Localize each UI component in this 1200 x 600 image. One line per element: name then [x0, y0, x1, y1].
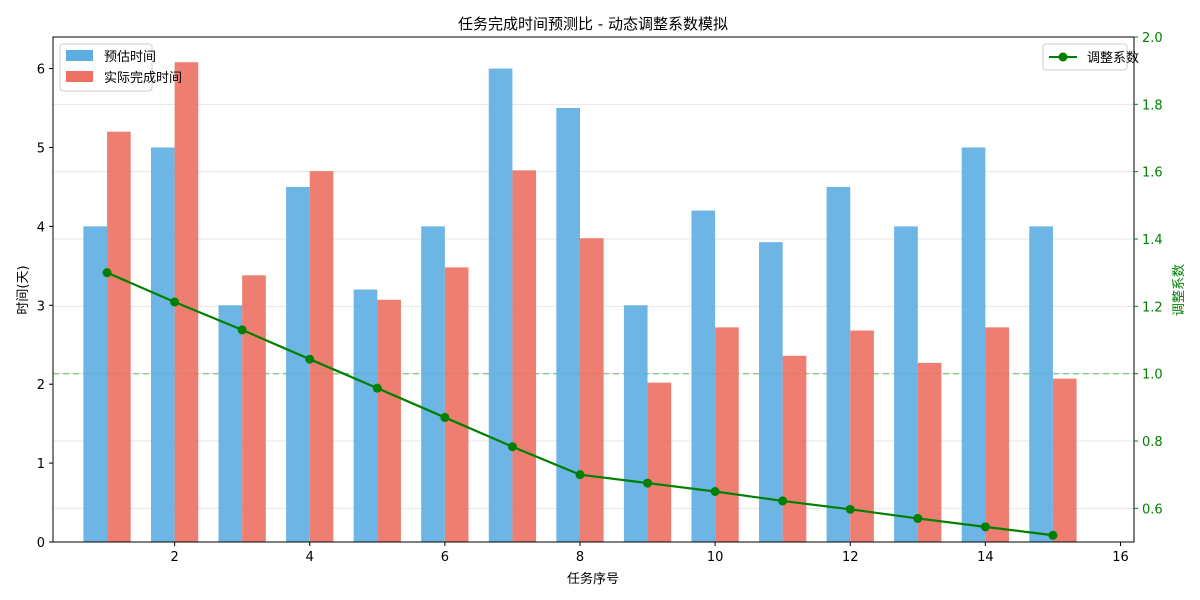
x-tick-label-2: 2 — [170, 550, 178, 565]
bar-actual-6 — [444, 267, 469, 542]
y-axis-label-left: 时间(天) — [16, 265, 31, 314]
bar-estimated-8 — [556, 108, 580, 542]
plot-frame — [52, 36, 1135, 543]
y-tick-label-right-1.6: 1.6 — [1142, 166, 1163, 181]
bar-actual-13 — [917, 362, 942, 542]
line-layer — [102, 268, 1058, 540]
chart-title: 任务完成时间预测比 - 动态调整系数模拟 — [458, 15, 728, 33]
coefficient-point-8 — [575, 470, 585, 480]
bar-estimated-10 — [691, 210, 716, 542]
coefficient-point-7 — [507, 442, 517, 452]
bar-actual-15 — [1052, 378, 1077, 542]
y-tick-label-right-1.8: 1.8 — [1142, 98, 1163, 113]
y-tick-label-right-1.0: 1.0 — [1142, 368, 1163, 383]
bar-actual-11 — [782, 355, 807, 542]
coefficient-point-4 — [305, 354, 315, 364]
legend-right: 调整系数 — [1042, 43, 1139, 71]
y-tick-label-left-6: 6 — [37, 63, 45, 78]
y-tick-label-left-4: 4 — [37, 220, 45, 235]
coefficient-point-9 — [643, 478, 653, 488]
x-tick-label-16: 16 — [1112, 550, 1129, 565]
legend-label-actual: 实际完成时间 — [104, 71, 182, 86]
legend-right-frame — [1042, 43, 1128, 71]
coefficient-point-13 — [913, 513, 923, 523]
x-tick-label-10: 10 — [707, 550, 724, 565]
bar-actual-3 — [242, 275, 266, 542]
x-tick-label-12: 12 — [842, 550, 859, 565]
y-axis-label-right: 调整系数 — [1172, 264, 1187, 316]
legend-label-coefficient: 调整系数 — [1087, 51, 1139, 66]
bar-estimated-12 — [826, 186, 851, 542]
y-tick-label-right-0.6: 0.6 — [1142, 502, 1163, 517]
coefficient-point-12 — [845, 504, 855, 514]
bar-estimated-13 — [894, 226, 918, 542]
y-tick-label-left-1: 1 — [37, 457, 45, 472]
x-axis-label: 任务序号 — [567, 571, 619, 587]
bar-actual-5 — [377, 299, 401, 542]
y-tick-label-right-2.0: 2.0 — [1142, 31, 1163, 46]
coefficient-point-10 — [710, 487, 720, 496]
coefficient-point-1 — [102, 268, 112, 278]
y-tick-label-right-0.8: 0.8 — [1142, 435, 1163, 450]
bar-estimated-6 — [421, 226, 445, 542]
bar-estimated-11 — [759, 242, 783, 542]
y-tick-label-left-3: 3 — [37, 299, 45, 314]
legend-left: 预估时间 实际完成时间 — [59, 43, 182, 92]
bar-actual-12 — [850, 330, 874, 542]
x-tick-label-4: 4 — [306, 550, 314, 565]
coefficient-point-6 — [440, 412, 450, 422]
bar-actual-8 — [579, 238, 604, 542]
coefficient-point-5 — [372, 383, 382, 393]
coefficient-point-15 — [1048, 530, 1058, 540]
axes-layer: 2 4 6 8 10 12 14 1601234560.60.81.01.21.41.61.8… — [37, 31, 1163, 565]
bar-actual-14 — [985, 327, 1010, 542]
legend-swatch-coefficient-marker — [1058, 52, 1068, 62]
coefficient-point-14 — [980, 522, 990, 532]
x-tick-label-14: 14 — [977, 550, 994, 565]
bar-estimated-2 — [150, 147, 175, 542]
y-tick-label-right-1.2: 1.2 — [1142, 300, 1163, 315]
y-tick-label-left-2: 2 — [37, 378, 45, 393]
bars-layer — [83, 62, 1077, 542]
coefficient-point-2 — [170, 297, 180, 307]
bar-estimated-14 — [961, 147, 986, 542]
bar-estimated-9 — [623, 305, 648, 542]
bar-actual-2 — [174, 62, 199, 542]
bar-estimated-4 — [286, 186, 310, 542]
bar-actual-1 — [107, 131, 131, 542]
legend-swatch-estimated — [66, 50, 93, 61]
y-tick-label-right-1.4: 1.4 — [1142, 233, 1163, 248]
bar-estimated-1 — [83, 226, 108, 542]
coefficient-point-11 — [778, 496, 788, 506]
x-tick-label-8: 8 — [576, 550, 584, 565]
bar-estimated-7 — [488, 68, 513, 542]
bar-estimated-3 — [218, 305, 243, 542]
bar-actual-10 — [715, 327, 739, 542]
y-tick-label-left-5: 5 — [37, 141, 45, 156]
coefficient-point-3 — [237, 325, 247, 335]
bar-actual-9 — [647, 382, 672, 542]
bar-actual-4 — [309, 171, 334, 542]
bar-actual-7 — [512, 170, 537, 542]
bar-estimated-15 — [1029, 226, 1053, 542]
y-tick-label-left-0: 0 — [37, 536, 45, 551]
bar-estimated-5 — [353, 289, 378, 542]
legend-swatch-actual — [66, 71, 93, 82]
x-tick-label-6: 6 — [441, 550, 449, 565]
legend-label-estimated: 预估时间 — [104, 50, 156, 65]
